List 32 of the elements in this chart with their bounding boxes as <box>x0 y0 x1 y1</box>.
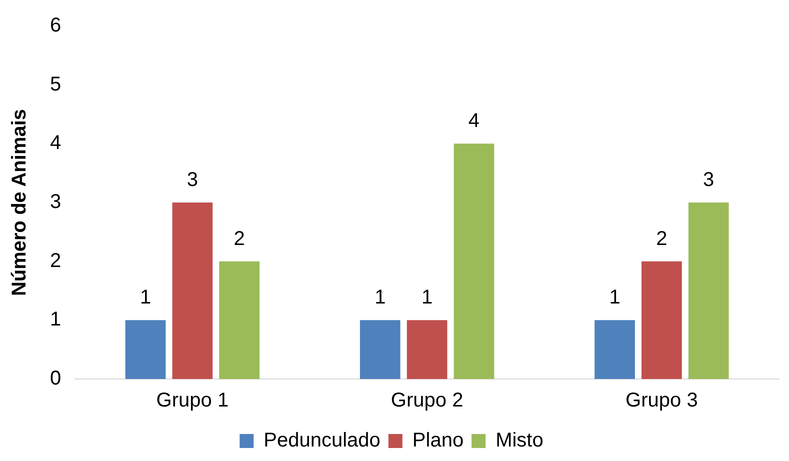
bar <box>125 320 166 379</box>
bar <box>406 320 448 379</box>
x-tick-label: Grupo 3 <box>626 390 698 412</box>
legend-label: Misto <box>496 430 544 452</box>
y-axis-title: Número de Animais <box>8 108 31 296</box>
legend-label: Plano <box>412 430 464 452</box>
y-tick-label: 2 <box>50 250 62 272</box>
y-tick-label: 1 <box>50 308 62 331</box>
bar <box>642 261 682 379</box>
y-tick-label: 5 <box>50 73 62 96</box>
bar <box>219 261 260 379</box>
data-label: 3 <box>186 169 198 192</box>
data-label: 3 <box>703 169 714 192</box>
data-label: 2 <box>234 228 245 250</box>
bar <box>594 320 635 379</box>
y-tick-label: 6 <box>50 14 62 37</box>
x-tick-label: Grupo 2 <box>390 390 464 412</box>
data-label: 1 <box>609 286 620 309</box>
bar <box>360 320 400 379</box>
x-tick-label: Grupo 1 <box>156 390 229 412</box>
bar <box>688 202 729 379</box>
data-label: 1 <box>140 286 152 309</box>
bar <box>172 202 213 379</box>
y-tick-label: 3 <box>50 191 62 214</box>
y-tick-label: 0 <box>50 368 62 390</box>
data-label: 1 <box>422 286 433 309</box>
bar <box>454 144 494 379</box>
data-label: 2 <box>656 228 668 250</box>
legend-label: Pedunculado <box>264 430 380 452</box>
data-label: 1 <box>374 286 386 309</box>
data-label: 4 <box>468 110 480 132</box>
y-tick-label: 4 <box>50 132 62 154</box>
